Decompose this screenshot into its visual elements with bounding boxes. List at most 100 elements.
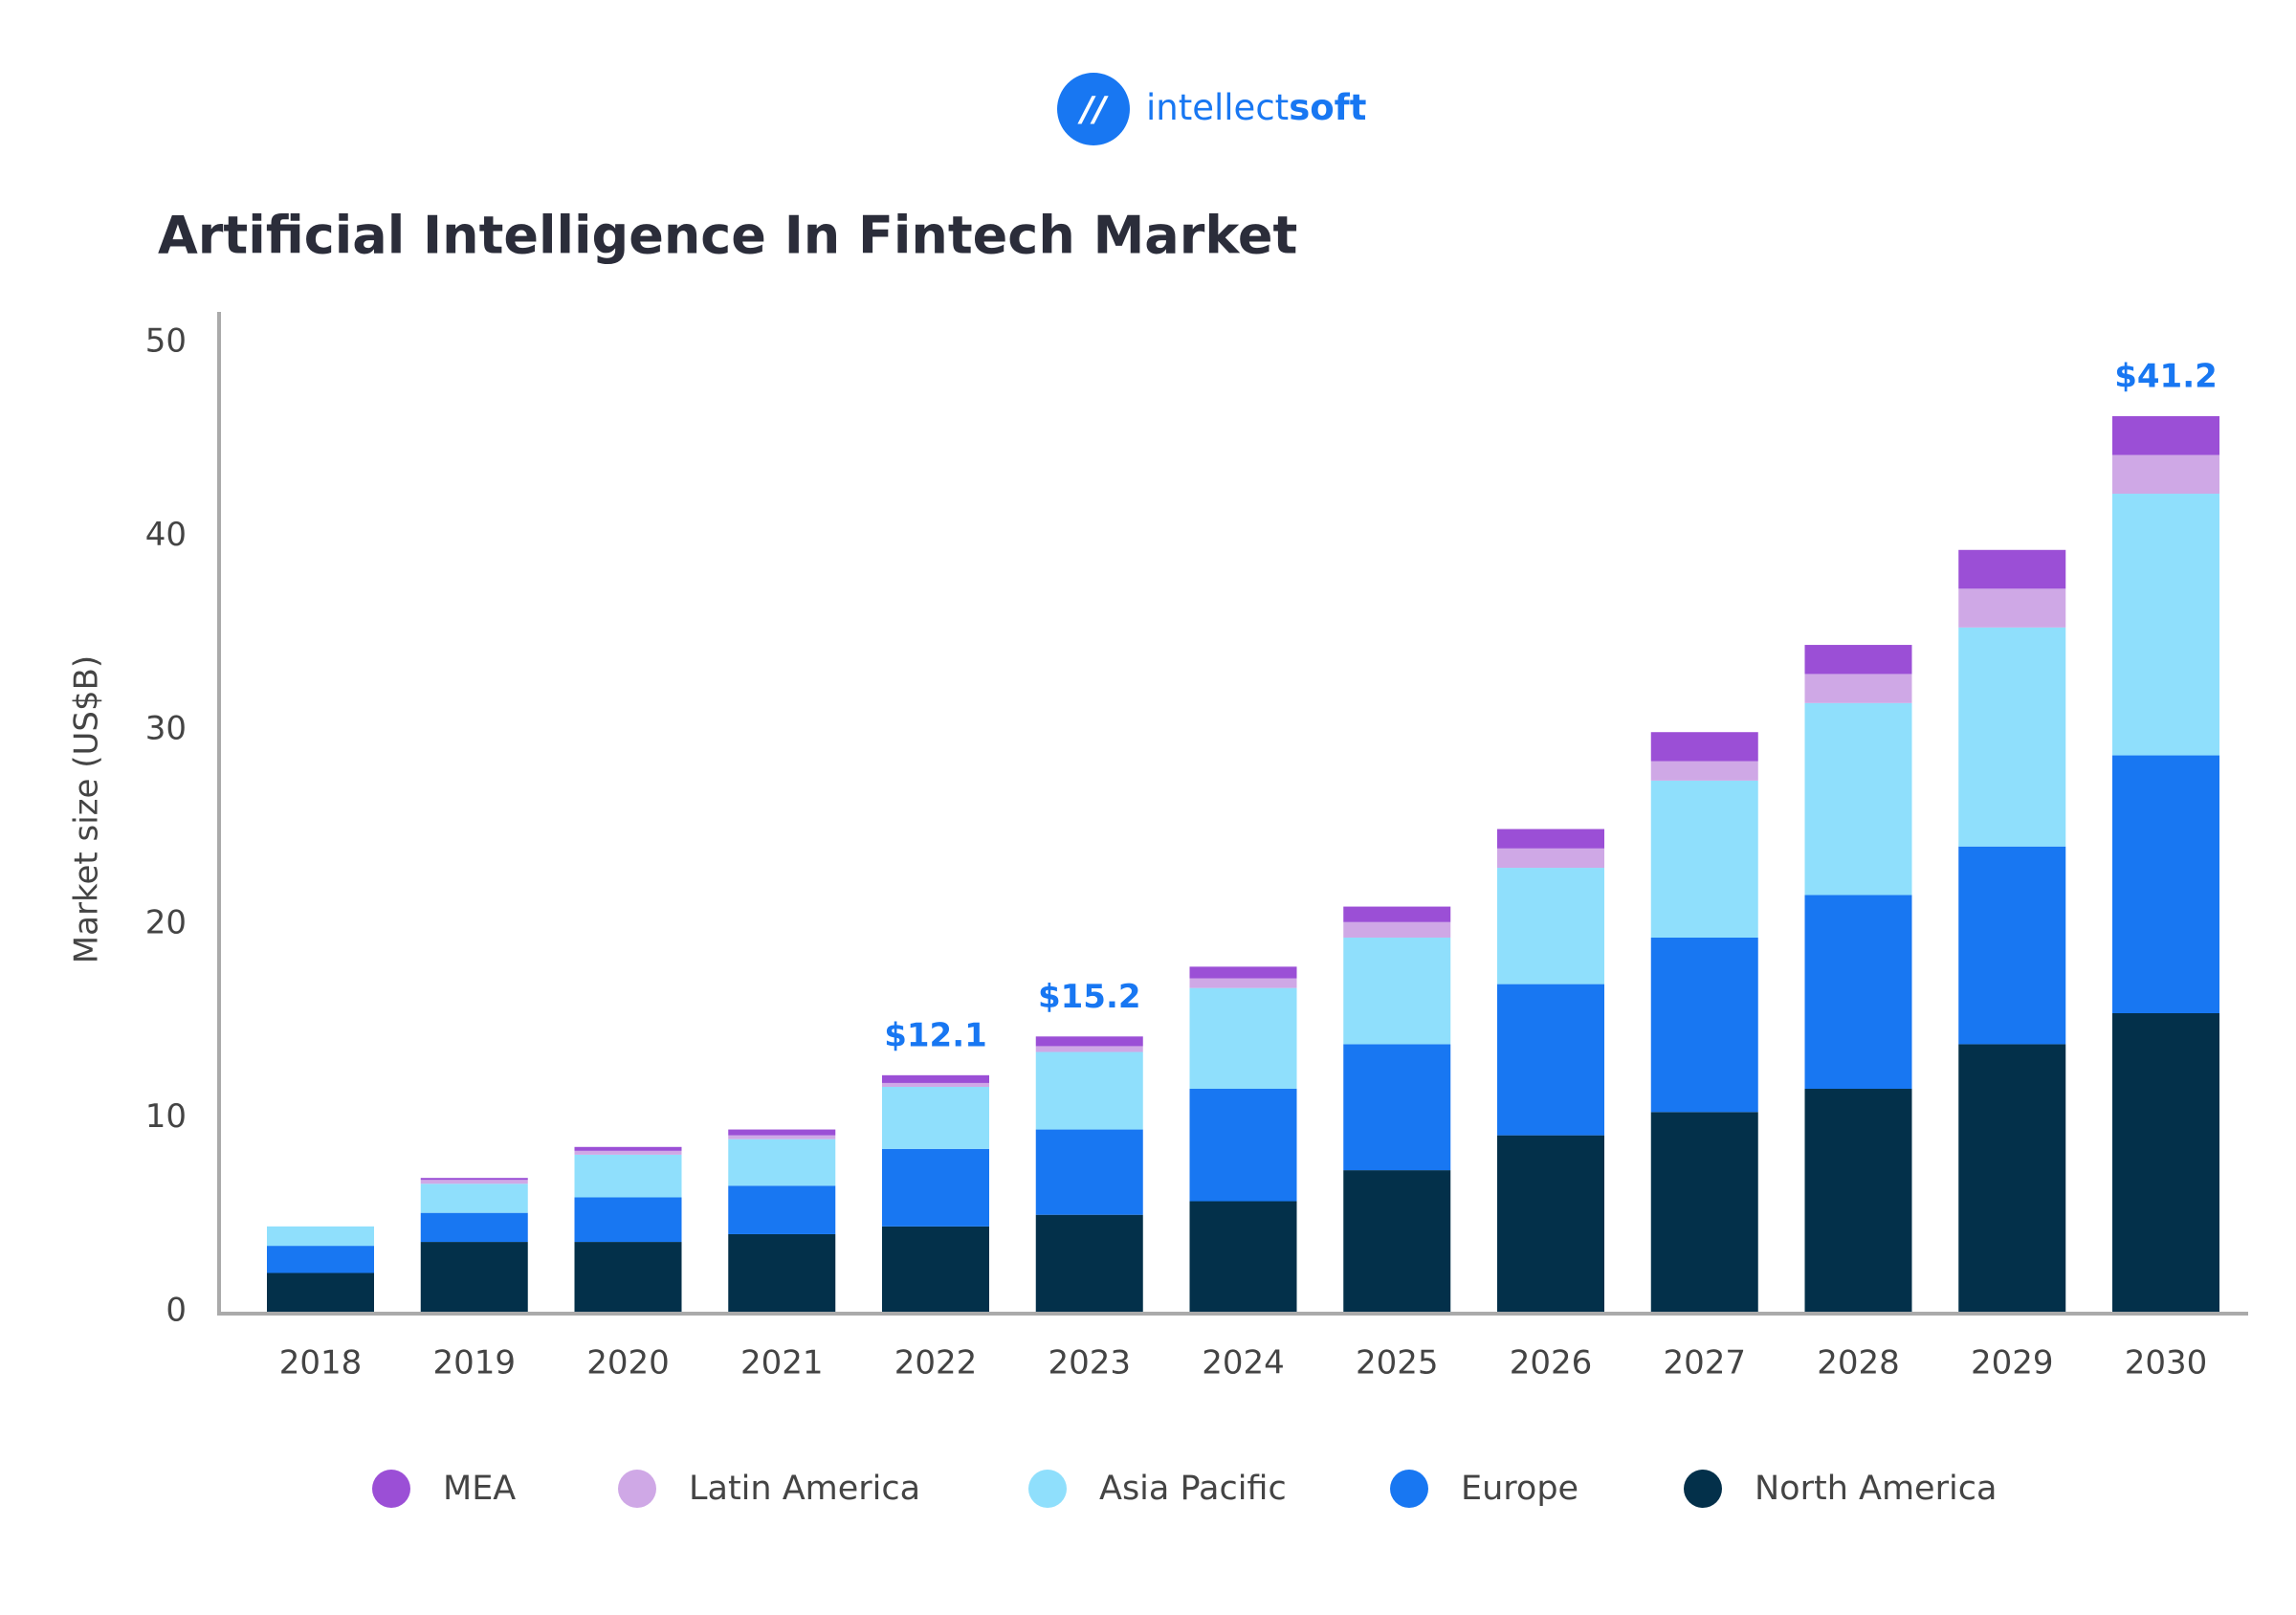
bar-segment — [882, 1082, 989, 1087]
bar-segment — [574, 1242, 682, 1312]
bar-segment — [1958, 1044, 2066, 1312]
bar-segment — [1343, 937, 1451, 1045]
bar-segment — [1189, 966, 1297, 979]
annotation: $41.2 — [2114, 357, 2218, 395]
bar-segment — [882, 1086, 989, 1149]
bar-segment — [420, 1180, 528, 1184]
logo-bold: soft — [1289, 87, 1366, 128]
x-tick-label: 2023 — [1048, 1344, 1131, 1383]
bar-segment — [1189, 1201, 1297, 1312]
x-tick-label: 2021 — [740, 1344, 824, 1383]
x-tick-label: 2025 — [1356, 1344, 1439, 1383]
bar-segment — [728, 1129, 836, 1136]
legend-label: Europe — [1461, 1470, 1578, 1508]
legend-label: Latin America — [689, 1470, 920, 1508]
bar-segment — [267, 1246, 374, 1273]
y-tick-label: 50 — [145, 322, 187, 361]
legend-swatch — [1684, 1470, 1722, 1508]
bar-segment — [1804, 895, 1912, 1090]
bar-segment — [882, 1148, 989, 1227]
bar-segment — [1035, 1051, 1143, 1130]
bar-segment — [1497, 868, 1604, 984]
legend-swatch — [1390, 1470, 1428, 1508]
bar-segment — [420, 1178, 528, 1181]
x-tick-label: 2022 — [894, 1344, 978, 1383]
bar-segment — [267, 1272, 374, 1312]
x-tick-label: 2027 — [1663, 1344, 1746, 1383]
bar-segment — [1804, 702, 1912, 896]
bar-segment — [1343, 921, 1451, 938]
bar-segment — [574, 1146, 682, 1151]
bar-segment — [1650, 1112, 1758, 1312]
logo-icon — [1057, 73, 1130, 145]
bar-segment — [1650, 937, 1758, 1113]
x-tick-label: 2024 — [1202, 1344, 1285, 1383]
bar-segment — [1035, 1129, 1143, 1215]
bar-segment — [1343, 1044, 1451, 1171]
legend-swatch — [618, 1470, 656, 1508]
chart-title: Artificial Intelligence In Fintech Marke… — [158, 206, 1297, 266]
bar-segment — [1804, 645, 1912, 675]
bar-segment — [574, 1154, 682, 1198]
x-tick-label: 2018 — [279, 1344, 363, 1383]
logo-text: intellectsoft — [1146, 87, 1366, 128]
y-tick-label: 10 — [145, 1097, 187, 1136]
bar-segment — [1189, 978, 1297, 988]
bar-segment — [420, 1184, 528, 1213]
bar-segment — [1497, 1135, 1604, 1312]
bar-segment — [1958, 588, 2066, 628]
bar-segment — [728, 1233, 836, 1312]
bar-segment — [728, 1135, 836, 1139]
y-tick-label: 30 — [145, 710, 187, 748]
bar-segment — [267, 1226, 374, 1247]
bar-segment — [2112, 454, 2219, 495]
annotation: $12.1 — [884, 1016, 987, 1054]
bar-segment — [1958, 846, 2066, 1045]
x-tick-label: 2029 — [1971, 1344, 2054, 1383]
bar-segment — [1343, 906, 1451, 922]
x-tick-label: 2020 — [586, 1344, 670, 1383]
bar-segment — [1189, 1089, 1297, 1202]
legend-label: MEA — [443, 1470, 516, 1508]
x-tick-label: 2019 — [432, 1344, 516, 1383]
bar-segment — [1958, 627, 2066, 847]
bar-segment — [1035, 1046, 1143, 1052]
bar-segment — [1189, 987, 1297, 1090]
y-tick-label: 0 — [166, 1292, 187, 1330]
bar-segment — [728, 1185, 836, 1234]
bar-segment — [728, 1139, 836, 1186]
bar-segment — [1650, 780, 1758, 938]
bar-segment — [1650, 732, 1758, 762]
y-tick-label: 20 — [145, 903, 187, 941]
bar-segment — [1343, 1170, 1451, 1312]
bar-segment — [882, 1226, 989, 1312]
bar-segment — [2112, 494, 2219, 756]
legend-swatch — [372, 1470, 410, 1508]
bar-segment — [1035, 1214, 1143, 1312]
bar-segment — [1650, 761, 1758, 781]
x-tick-label: 2026 — [1510, 1344, 1593, 1383]
x-tick-label: 2028 — [1817, 1344, 1900, 1383]
y-axis-label: Market size (US$B) — [68, 655, 106, 963]
annotation: $15.2 — [1038, 978, 1141, 1016]
bar-segment — [1497, 848, 1604, 869]
bar-segment — [574, 1197, 682, 1243]
bar-segment — [1497, 984, 1604, 1136]
bar-segment — [1804, 674, 1912, 703]
bar-segment — [574, 1150, 682, 1155]
y-tick-label: 40 — [145, 516, 187, 554]
bar-segment — [882, 1074, 989, 1083]
bar-segment — [2112, 1012, 2219, 1312]
bar-segment — [2112, 755, 2219, 1013]
bar-segment — [1497, 829, 1604, 849]
x-tick-label: 2030 — [2125, 1344, 2208, 1383]
bar-segment — [1804, 1089, 1912, 1312]
legend-label: North America — [1755, 1470, 1997, 1508]
bar-segment — [1958, 549, 2066, 589]
bar-segment — [2112, 415, 2219, 455]
logo-light: intellect — [1146, 87, 1289, 128]
legend-label: Asia Pacific — [1099, 1470, 1287, 1508]
bar-segment — [1035, 1036, 1143, 1047]
bar-segment — [420, 1212, 528, 1243]
